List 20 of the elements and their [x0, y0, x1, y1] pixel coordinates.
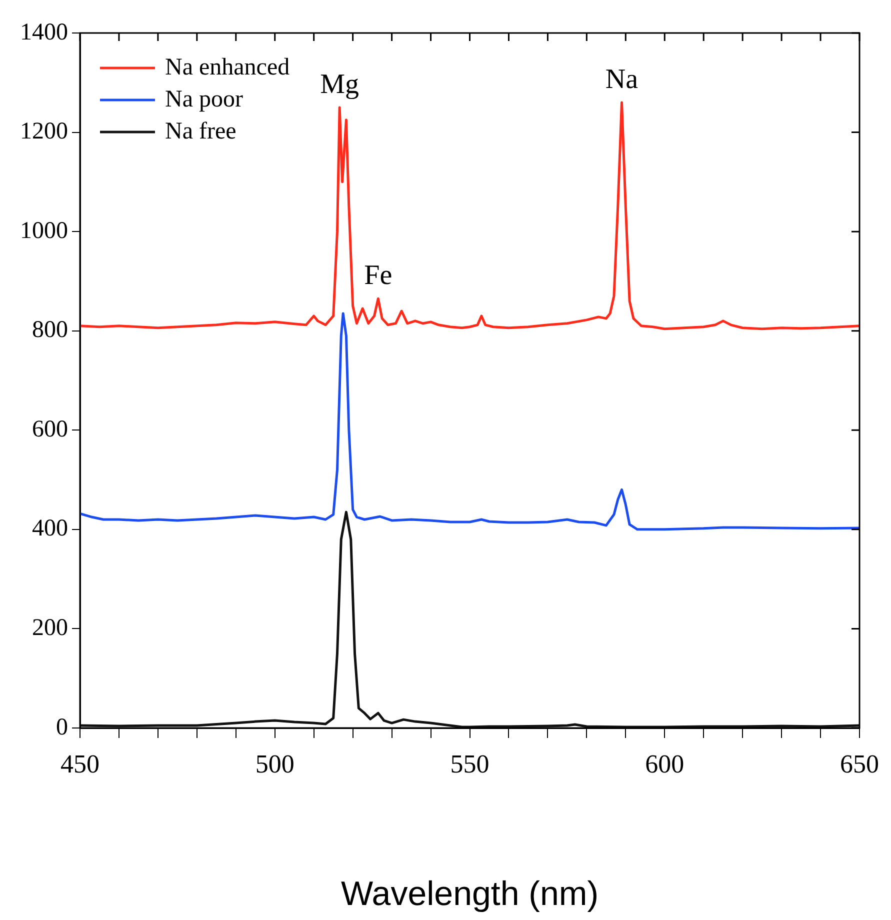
x-tick-label: 600: [645, 749, 684, 778]
y-tick-label: 1400: [20, 19, 68, 46]
x-tick-label: 550: [450, 749, 490, 778]
y-tick-label: 1200: [20, 118, 68, 145]
x-tick-label: 500: [255, 749, 294, 778]
annotation: Fe: [364, 260, 392, 291]
legend-label: Na poor: [165, 86, 243, 112]
x-tick-label: 450: [60, 749, 100, 778]
y-tick-label: 800: [32, 317, 68, 344]
legend-label: Na enhanced: [165, 54, 290, 80]
annotation: Na: [605, 64, 639, 95]
y-tick-label: 400: [32, 516, 68, 542]
y-tick-label: 200: [32, 615, 68, 642]
x-axis-title: Wavelength (nm): [340, 874, 599, 913]
legend-label: Na free: [165, 118, 236, 144]
x-tick-label: 650: [840, 749, 879, 778]
y-tick-label: 600: [32, 416, 68, 442]
y-tick-label: 0: [56, 714, 68, 740]
y-tick-label: 1000: [20, 218, 68, 244]
annotation: Mg: [320, 68, 360, 100]
